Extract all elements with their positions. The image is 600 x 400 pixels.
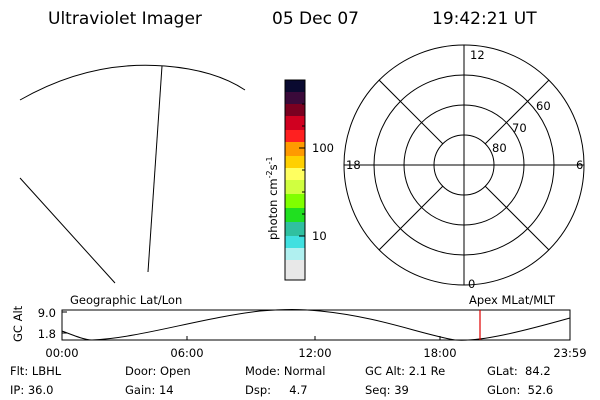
colorbar-label: photon cm-2s-1 (265, 156, 280, 240)
date: 05 Dec 07 (272, 9, 359, 29)
info-field: GLon: 52.6 (487, 383, 553, 397)
orbit-x-tick: 23:59 (553, 346, 586, 360)
colorbar-tick: 100 (312, 141, 334, 155)
mlt-label: 18 (346, 158, 361, 172)
mlat-label: 60 (536, 99, 551, 113)
mlt-label: 12 (470, 48, 485, 62)
image-grid (19, 64, 246, 284)
info-panel: Flt: LBHL Door: Open Mode: Normal GC Alt: 2… (10, 364, 553, 397)
info-field: Seq: 39 (365, 383, 409, 397)
time: 19:42:21 UT (432, 9, 537, 29)
polar-grid (343, 44, 585, 286)
orbit-x-tick: 00:00 (45, 346, 78, 360)
colorbar-tick: 10 (312, 229, 327, 243)
info-field: Mode: Normal (245, 364, 325, 378)
title: Ultraviolet Imager (48, 9, 202, 29)
orbit-title: Geographic Lat/Lon (70, 293, 182, 307)
orbit-x-tick: 12:00 (298, 346, 331, 360)
info-field: Flt: LBHL (10, 364, 62, 378)
orbit-plot (61, 309, 571, 341)
orbit-x-tick: 06:00 (170, 346, 203, 360)
info-field: IP: 36.0 (10, 383, 53, 397)
orbit-title: Apex MLat/MLT (469, 293, 556, 307)
mlat-label: 80 (492, 141, 507, 155)
orbit-y-tick: 9.0 (38, 306, 56, 320)
info-field: GC Alt: 2.1 Re (365, 364, 445, 378)
info-field: Dsp: 4.7 (245, 383, 308, 397)
mlat-label: 70 (512, 121, 527, 135)
orbit-x-tick: 18:00 (423, 346, 456, 360)
orbit-y-tick: 1.8 (38, 327, 56, 341)
orbit-y-label: GC Alt (11, 305, 25, 342)
info-field: Gain: 14 (125, 383, 174, 397)
info-field: Door: Open (125, 364, 191, 378)
colorbar (284, 79, 306, 281)
mlt-label: 0 (468, 277, 475, 291)
info-field: GLat: 84.2 (487, 364, 551, 378)
mlt-label: 6 (576, 158, 583, 172)
